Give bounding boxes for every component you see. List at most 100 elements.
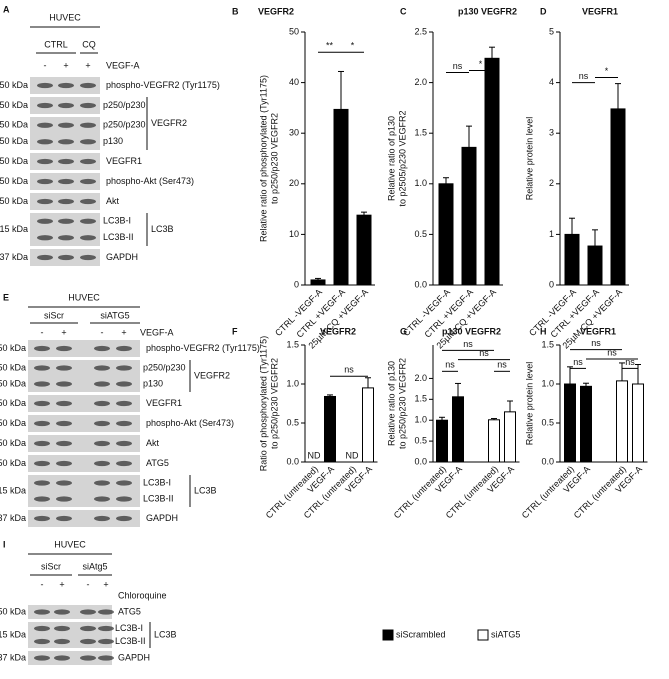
y-tick-label: 1.5	[541, 339, 554, 349]
band	[80, 609, 96, 615]
band	[98, 638, 114, 645]
value-label: ND	[346, 450, 359, 460]
row-label: VEGFR1	[106, 156, 142, 166]
band	[34, 655, 50, 661]
y-axis-label: Relative ratio of phosphorylated (Tyr117…	[258, 75, 268, 242]
chart-title: VEGFR1	[582, 6, 618, 16]
band	[37, 82, 53, 89]
cell-line: HUVEC	[68, 292, 100, 302]
mw-label: 50 kDa	[0, 176, 28, 186]
group-label: siAtg5	[82, 561, 107, 571]
panel-letter: A	[3, 4, 10, 14]
mw-label: 37 kDa	[0, 513, 26, 523]
band-label: p130	[143, 378, 163, 388]
band	[56, 480, 72, 486]
band	[34, 609, 50, 615]
band	[94, 460, 110, 467]
panel-letter: D	[540, 6, 547, 16]
band	[56, 400, 72, 407]
y-tick-label: 0	[294, 279, 299, 289]
blot	[30, 213, 100, 246]
y-tick-label: 40	[289, 77, 299, 87]
band	[116, 420, 132, 427]
band	[58, 198, 74, 205]
y-tick-label: 0	[549, 279, 554, 289]
bracket-label: LC3B	[154, 629, 177, 639]
row-label: phospho-Akt (Ser473)	[106, 176, 194, 186]
band	[58, 102, 74, 109]
bar	[333, 108, 349, 286]
bar	[504, 411, 516, 463]
y-axis-label: to p250/p230 VEGFR2	[269, 113, 279, 204]
error-bar	[491, 418, 497, 420]
mw-label: 50 kDa	[0, 438, 26, 448]
y-tick-label: 0.0	[414, 456, 427, 466]
group-label: siScr	[41, 561, 61, 571]
significance-label: ns	[497, 360, 507, 370]
band	[80, 638, 96, 645]
row-label: ATG5	[146, 458, 169, 468]
band	[116, 365, 132, 371]
band	[37, 139, 53, 145]
bracket-label: LC3B	[194, 485, 217, 495]
blot	[28, 340, 140, 357]
significance-label: *	[605, 66, 609, 76]
error-bar	[338, 70, 344, 110]
band	[80, 254, 96, 261]
band	[34, 496, 50, 502]
chart-title: VEGFR2	[258, 6, 294, 16]
band	[94, 420, 110, 427]
significance-label: ns	[479, 348, 489, 358]
error-bar	[569, 217, 575, 235]
band	[80, 158, 96, 165]
band	[34, 381, 50, 387]
band-label: p250/p230	[103, 100, 146, 110]
y-axis-label: to p250/p230 VEGFR2	[397, 358, 407, 449]
y-tick-label: 0.0	[541, 456, 554, 466]
significance-label: **	[326, 41, 334, 51]
band	[56, 460, 72, 467]
row-label: GAPDH	[146, 513, 178, 523]
y-axis-label: Relative protein level	[524, 117, 534, 201]
row-label: phospho-VEGFR2 (Tyr1175)	[106, 80, 220, 90]
error-bar	[315, 277, 321, 280]
mw-label: 50 kDa	[0, 418, 26, 428]
mw-label: 37 kDa	[0, 252, 28, 262]
band	[80, 235, 96, 241]
mw-label: 50 kDa	[0, 606, 26, 616]
significance-label: *	[351, 41, 355, 51]
lane-sign: -	[44, 60, 47, 70]
bar	[564, 233, 580, 286]
band-label: p130	[103, 136, 123, 146]
band	[98, 609, 114, 615]
mw-label: 250 kDa	[0, 343, 26, 353]
y-tick-label: 1.5	[414, 128, 427, 138]
panel-letter: H	[540, 326, 547, 336]
band	[34, 440, 50, 447]
error-bar	[489, 46, 495, 59]
lane-sign: -	[87, 579, 90, 589]
y-tick-label: 1.0	[541, 378, 554, 388]
band	[34, 638, 50, 645]
band	[37, 218, 53, 224]
mw-label: 50 kDa	[0, 458, 26, 468]
band	[34, 365, 50, 371]
mw-label: 250 kDa	[0, 120, 28, 130]
legend-label: siScrambled	[396, 629, 446, 639]
band	[80, 82, 96, 89]
blot	[28, 455, 140, 472]
band	[54, 609, 70, 615]
error-bar	[361, 211, 367, 216]
band-label: LC3B-I	[143, 477, 171, 487]
y-tick-label: 0.5	[286, 417, 299, 427]
band	[37, 178, 53, 185]
band	[56, 345, 72, 352]
group-label: CTRL	[44, 39, 68, 49]
bar	[580, 385, 592, 463]
significance-label: ns	[625, 357, 635, 367]
significance-label: ns	[344, 365, 354, 375]
bar	[564, 383, 576, 463]
band	[98, 655, 114, 661]
row-label: ATG5	[118, 606, 141, 616]
